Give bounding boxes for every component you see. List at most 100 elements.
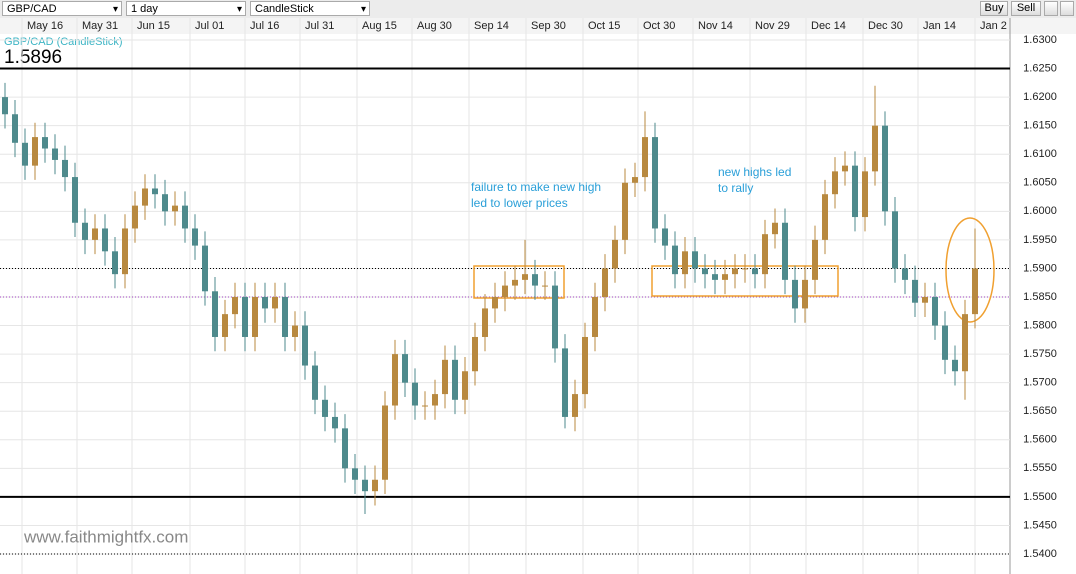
candle-body xyxy=(962,314,968,372)
candle-body xyxy=(842,165,848,172)
annotation-text: new highs led xyxy=(718,165,791,179)
candle-body xyxy=(472,336,478,372)
y-tick-label: 1.5850 xyxy=(1023,291,1057,303)
x-tick-label: Oct 30 xyxy=(643,20,675,32)
candle-body xyxy=(532,274,538,286)
candle-body xyxy=(822,194,828,240)
candle-body xyxy=(482,308,488,337)
x-tick-label: Oct 15 xyxy=(588,20,620,32)
candle-body xyxy=(702,268,708,275)
candle-body xyxy=(782,222,788,280)
candle-body xyxy=(892,211,898,269)
candle-body xyxy=(712,274,718,280)
candle-body xyxy=(642,137,648,178)
candle-body xyxy=(252,297,258,337)
candle-body xyxy=(882,125,888,212)
candle-body xyxy=(302,325,308,366)
candle-body xyxy=(62,159,68,178)
candle-body xyxy=(592,297,598,337)
x-tick-label: Sep 14 xyxy=(474,20,509,32)
annotation-text: failure to make new high xyxy=(471,180,601,194)
candle-body xyxy=(212,291,218,337)
candle-body xyxy=(542,285,548,287)
candle-body xyxy=(22,142,28,166)
chart-title: GBP/CAD (CandleStick) xyxy=(4,36,123,48)
buy-button[interactable]: Buy xyxy=(980,1,1008,16)
candle-body xyxy=(672,245,678,275)
candle-body xyxy=(142,188,148,206)
candle-body xyxy=(852,165,858,218)
candle-body xyxy=(402,354,408,383)
candle-body xyxy=(312,365,318,400)
candle-body xyxy=(802,279,808,309)
candle-body xyxy=(352,468,358,480)
x-tick-label: Jun 15 xyxy=(137,20,170,32)
candle-body xyxy=(322,399,328,417)
candle-body xyxy=(52,148,58,160)
candle-body xyxy=(622,182,628,240)
y-tick-label: 1.6200 xyxy=(1023,91,1057,103)
candle-body xyxy=(72,177,78,223)
candle-body xyxy=(32,137,38,166)
candle-body xyxy=(792,279,798,309)
candle-body xyxy=(762,234,768,275)
candle-body xyxy=(932,297,938,326)
candle-body xyxy=(152,188,158,195)
candle-body xyxy=(362,479,368,492)
candle-body xyxy=(372,479,378,492)
candle-body xyxy=(202,245,208,292)
x-tick-label: Nov 14 xyxy=(698,20,733,32)
y-tick-label: 1.5450 xyxy=(1023,519,1057,531)
candle-body xyxy=(662,228,668,246)
symbol-select[interactable]: GBP/CAD xyxy=(2,1,122,17)
candle-body xyxy=(182,205,188,229)
y-tick-label: 1.5500 xyxy=(1023,491,1057,503)
x-tick-label: Dec 14 xyxy=(811,20,846,32)
y-tick-label: 1.6250 xyxy=(1023,62,1057,74)
watermark: www.faithmightfx.com xyxy=(23,527,188,546)
candle-body xyxy=(742,268,748,270)
candle-body xyxy=(682,251,688,275)
y-tick-label: 1.5950 xyxy=(1023,234,1057,246)
candle-body xyxy=(922,297,928,303)
interval-select[interactable]: 1 day xyxy=(126,1,246,17)
candle-body xyxy=(442,359,448,395)
candle-body xyxy=(552,285,558,349)
candle-body xyxy=(12,114,18,143)
last-price: 1.5896 xyxy=(4,47,62,68)
candle-body xyxy=(392,354,398,406)
y-tick-label: 1.6100 xyxy=(1023,148,1057,160)
candle-body xyxy=(412,382,418,406)
y-tick-label: 1.5600 xyxy=(1023,434,1057,446)
candle-body xyxy=(92,228,98,240)
x-tick-label: Sep 30 xyxy=(531,20,566,32)
candle-body xyxy=(722,274,728,280)
candle-body xyxy=(102,228,108,252)
candle-body xyxy=(342,428,348,469)
x-tick-label: Jul 31 xyxy=(305,20,334,32)
style-select[interactable]: CandleStick xyxy=(250,1,370,17)
y-tick-label: 1.5650 xyxy=(1023,405,1057,417)
draw-button[interactable] xyxy=(1060,1,1074,16)
candle-body xyxy=(292,325,298,337)
x-tick-label: Aug 15 xyxy=(362,20,397,32)
indicator-button[interactable] xyxy=(1044,1,1058,16)
x-tick-label: Jul 16 xyxy=(250,20,279,32)
x-tick-label: Dec 30 xyxy=(868,20,903,32)
x-tick-label: Nov 29 xyxy=(755,20,790,32)
candle-body xyxy=(612,239,618,269)
candle-body xyxy=(192,228,198,246)
y-tick-label: 1.5550 xyxy=(1023,462,1057,474)
y-tick-label: 1.5400 xyxy=(1023,548,1057,560)
candle-body xyxy=(582,336,588,395)
candle-body xyxy=(902,268,908,280)
highlight-ellipse xyxy=(945,217,995,323)
candle-body xyxy=(382,405,388,480)
annotation-text: to rally xyxy=(718,181,753,195)
sell-button[interactable]: Sell xyxy=(1011,1,1041,16)
candle-body xyxy=(232,297,238,315)
x-tick-label: Aug 30 xyxy=(417,20,452,32)
x-tick-label: May 16 xyxy=(27,20,63,32)
candle-body xyxy=(692,251,698,269)
candle-body xyxy=(332,416,338,429)
